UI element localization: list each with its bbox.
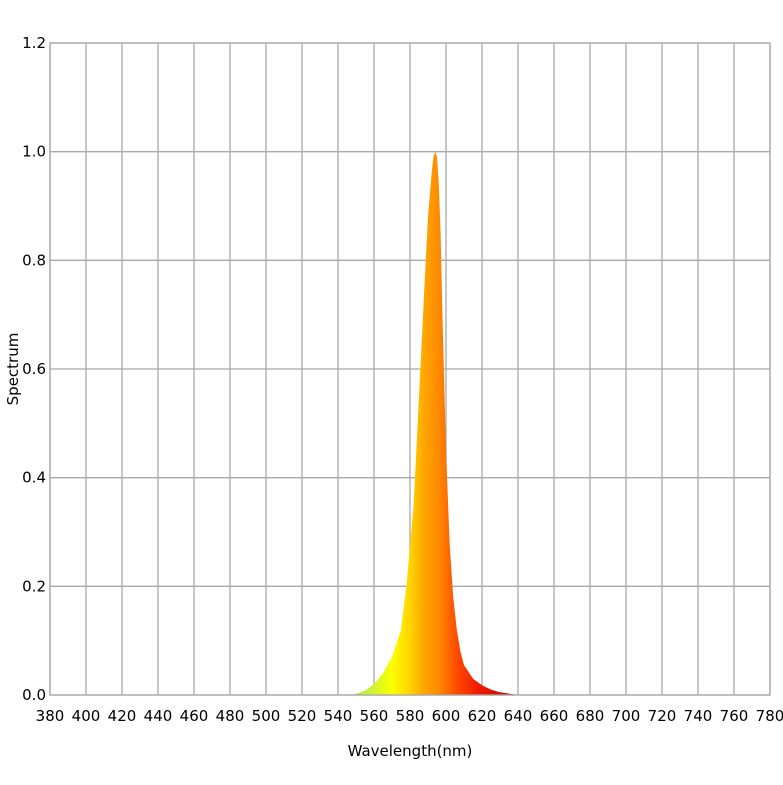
x-axis-title: Wavelength(nm) — [348, 742, 473, 760]
x-tick-label: 740 — [684, 707, 713, 725]
y-tick-label: 0.2 — [22, 577, 46, 595]
y-tick-label: 0.8 — [22, 251, 46, 269]
y-tick-labels: 0.0 0.2 0.4 0.6 0.8 1.0 1.2 — [22, 34, 46, 704]
y-tick-label: 1.2 — [22, 34, 46, 52]
y-tick-label: 0.0 — [22, 686, 46, 704]
x-tick-label: 580 — [396, 707, 425, 725]
x-tick-label: 560 — [360, 707, 389, 725]
x-tick-label: 600 — [432, 707, 461, 725]
x-tick-label: 380 — [36, 707, 65, 725]
x-tick-label: 760 — [720, 707, 749, 725]
y-tick-label: 0.6 — [22, 360, 46, 378]
plot-frame — [49, 42, 771, 696]
x-tick-label: 620 — [468, 707, 497, 725]
x-tick-label: 400 — [72, 707, 101, 725]
x-tick-label: 520 — [288, 707, 317, 725]
x-tick-label: 420 — [108, 707, 137, 725]
spectrum-series — [352, 151, 518, 696]
x-tick-label: 780 — [756, 707, 783, 725]
x-tick-label: 640 — [504, 707, 533, 725]
x-tick-label: 460 — [180, 707, 209, 725]
x-tick-label: 480 — [216, 707, 245, 725]
x-tick-labels: 380 400 420 440 460 480 500 520 540 560 580 600 620 6… — [36, 707, 783, 725]
x-tick-label: 720 — [648, 707, 677, 725]
x-tick-label: 680 — [576, 707, 605, 725]
y-tick-label: 1.0 — [22, 143, 46, 161]
y-axis-title: Spectrum — [4, 333, 22, 406]
x-tick-label: 540 — [324, 707, 353, 725]
x-tick-label: 660 — [540, 707, 569, 725]
x-tick-label: 700 — [612, 707, 641, 725]
spectrum-area — [352, 151, 518, 696]
x-tick-label: 500 — [252, 707, 281, 725]
y-tick-label: 0.4 — [22, 469, 46, 487]
x-tick-label: 440 — [144, 707, 173, 725]
